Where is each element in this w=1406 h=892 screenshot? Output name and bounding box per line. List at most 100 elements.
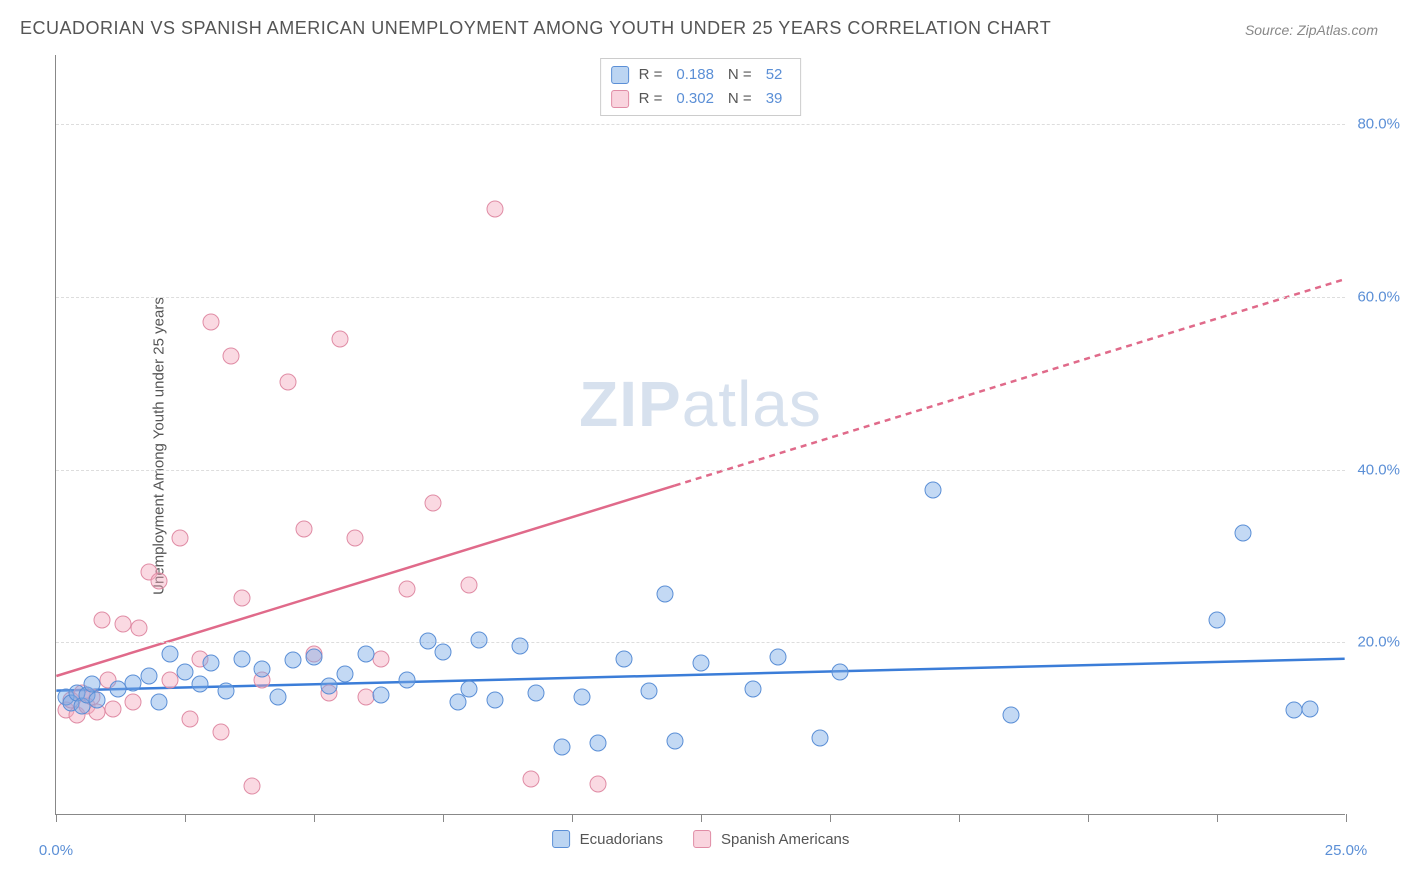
scatter-marker-blue: [527, 685, 544, 702]
scatter-marker-blue: [373, 686, 390, 703]
scatter-marker-pink: [280, 374, 297, 391]
legend-label-blue: Ecuadorians: [580, 831, 663, 848]
scatter-marker-blue: [125, 674, 142, 691]
scatter-marker-pink: [331, 331, 348, 348]
r-label: R =: [639, 87, 663, 111]
scatter-marker-pink: [104, 700, 121, 717]
scatter-marker-pink: [522, 771, 539, 788]
watermark-zip: ZIP: [579, 368, 682, 440]
scatter-marker-pink: [398, 581, 415, 598]
scatter-marker-pink: [130, 620, 147, 637]
scatter-marker-blue: [693, 654, 710, 671]
scatter-marker-blue: [471, 631, 488, 648]
scatter-marker-blue: [177, 663, 194, 680]
trendlines-svg: [56, 55, 1345, 814]
scatter-marker-pink: [486, 201, 503, 218]
series-legend: Ecuadorians Spanish Americans: [552, 830, 850, 848]
scatter-marker-blue: [435, 643, 452, 660]
scatter-marker-blue: [84, 676, 101, 693]
x-tick: [314, 814, 315, 822]
scatter-marker-blue: [744, 680, 761, 697]
scatter-marker-pink: [295, 521, 312, 538]
watermark: ZIPatlas: [579, 367, 822, 441]
scatter-marker-blue: [306, 648, 323, 665]
swatch-blue-icon: [611, 66, 629, 84]
scatter-marker-blue: [398, 672, 415, 689]
scatter-marker-pink: [161, 672, 178, 689]
x-tick-label: 0.0%: [39, 842, 73, 859]
stats-row-blue: R = 0.188 N = 52: [611, 63, 791, 87]
scatter-marker-blue: [641, 683, 658, 700]
r-value-pink: 0.302: [676, 87, 714, 111]
scatter-marker-pink: [460, 577, 477, 594]
source-attribution: Source: ZipAtlas.com: [1245, 22, 1378, 38]
scatter-marker-blue: [218, 683, 235, 700]
scatter-marker-pink: [589, 775, 606, 792]
watermark-atlas: atlas: [682, 368, 822, 440]
scatter-marker-blue: [770, 648, 787, 665]
scatter-marker-blue: [1301, 700, 1318, 717]
legend-label-pink: Spanish Americans: [721, 831, 849, 848]
scatter-marker-blue: [202, 654, 219, 671]
y-tick-label: 20.0%: [1357, 634, 1400, 651]
scatter-marker-blue: [656, 585, 673, 602]
scatter-marker-blue: [574, 689, 591, 706]
n-label: N =: [728, 63, 752, 87]
scatter-marker-blue: [667, 732, 684, 749]
x-tick: [572, 814, 573, 822]
scatter-marker-pink: [233, 590, 250, 607]
stats-legend-box: R = 0.188 N = 52 R = 0.302 N = 39: [600, 58, 802, 116]
x-tick: [1346, 814, 1347, 822]
gridline: [56, 297, 1345, 298]
x-tick: [959, 814, 960, 822]
scatter-marker-blue: [192, 676, 209, 693]
y-tick-label: 80.0%: [1357, 116, 1400, 133]
scatter-marker-blue: [1234, 525, 1251, 542]
scatter-marker-blue: [589, 735, 606, 752]
scatter-marker-blue: [140, 667, 157, 684]
scatter-marker-pink: [244, 778, 261, 795]
swatch-pink-icon: [611, 90, 629, 108]
x-tick: [1217, 814, 1218, 822]
scatter-marker-blue: [811, 730, 828, 747]
scatter-marker-pink: [357, 689, 374, 706]
x-tick-label: 25.0%: [1325, 842, 1368, 859]
chart-title: ECUADORIAN VS SPANISH AMERICAN UNEMPLOYM…: [20, 18, 1051, 39]
scatter-marker-pink: [125, 693, 142, 710]
scatter-marker-blue: [233, 650, 250, 667]
legend-item-spanish-americans: Spanish Americans: [693, 830, 849, 848]
scatter-marker-blue: [925, 482, 942, 499]
x-tick: [830, 814, 831, 822]
x-tick: [1088, 814, 1089, 822]
legend-item-ecuadorians: Ecuadorians: [552, 830, 663, 848]
gridline: [56, 642, 1345, 643]
y-tick-label: 40.0%: [1357, 461, 1400, 478]
gridline: [56, 124, 1345, 125]
scatter-marker-blue: [109, 680, 126, 697]
swatch-blue-icon: [552, 830, 570, 848]
x-tick: [185, 814, 186, 822]
scatter-marker-blue: [1002, 706, 1019, 723]
scatter-marker-blue: [151, 693, 168, 710]
scatter-marker-blue: [254, 660, 271, 677]
scatter-marker-pink: [94, 611, 111, 628]
y-tick-label: 60.0%: [1357, 288, 1400, 305]
n-value-blue: 52: [766, 63, 783, 87]
scatter-marker-pink: [182, 711, 199, 728]
swatch-pink-icon: [693, 830, 711, 848]
scatter-marker-blue: [486, 692, 503, 709]
r-value-blue: 0.188: [676, 63, 714, 87]
scatter-marker-pink: [171, 529, 188, 546]
scatter-marker-blue: [1286, 702, 1303, 719]
scatter-marker-blue: [89, 692, 106, 709]
x-tick: [701, 814, 702, 822]
plot-area: ZIPatlas R = 0.188 N = 52 R = 0.302 N = …: [55, 55, 1345, 815]
scatter-marker-blue: [269, 689, 286, 706]
scatter-marker-pink: [151, 572, 168, 589]
stats-row-pink: R = 0.302 N = 39: [611, 87, 791, 111]
scatter-marker-blue: [336, 666, 353, 683]
scatter-marker-blue: [285, 652, 302, 669]
scatter-marker-pink: [202, 313, 219, 330]
n-value-pink: 39: [766, 87, 783, 111]
scatter-marker-blue: [460, 680, 477, 697]
